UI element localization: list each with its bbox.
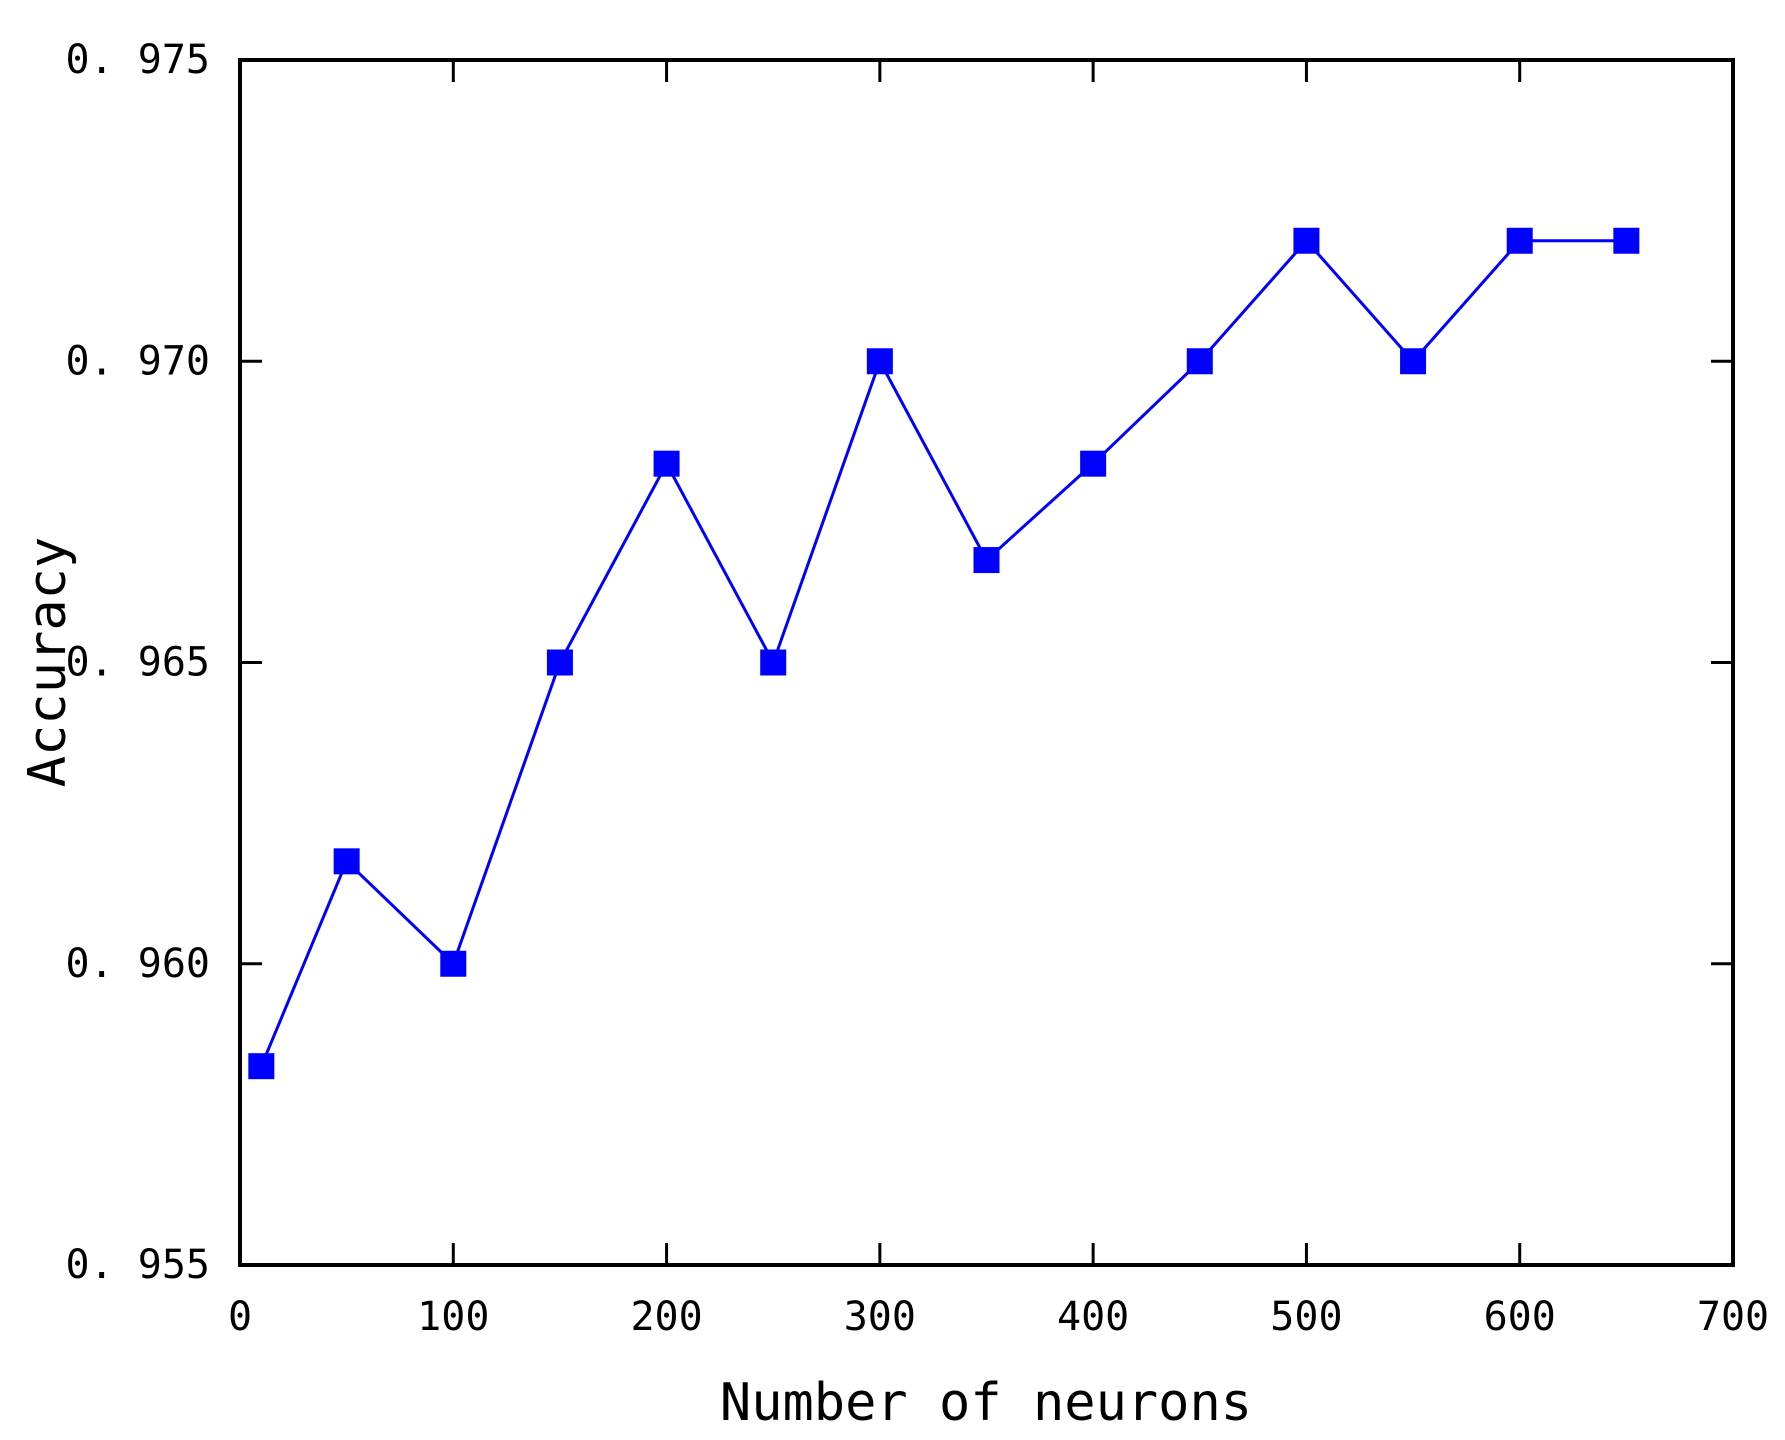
y-axis-label: Accuracy <box>18 537 78 787</box>
data-point-marker <box>1080 450 1107 477</box>
x-tick-label: 300 <box>844 1294 916 1340</box>
x-tick-label: 100 <box>417 1294 489 1340</box>
data-point-marker <box>1506 227 1533 254</box>
data-point-marker <box>248 1053 275 1080</box>
data-point-marker <box>1400 348 1427 375</box>
data-point-marker <box>333 848 360 875</box>
y-tick-label: 0. 975 <box>66 37 211 83</box>
data-point-marker <box>760 649 787 676</box>
y-tick-label: 0. 955 <box>66 1242 211 1288</box>
x-axis-label: Number of neurons <box>720 1373 1252 1433</box>
x-tick-label: 500 <box>1270 1294 1342 1340</box>
data-point-marker <box>1613 227 1640 254</box>
y-tick-label: 0. 960 <box>66 941 211 987</box>
x-axis-ticks: 0 100 200 300 400 500 600 700 <box>228 60 1769 1340</box>
data-point-marker <box>440 950 467 977</box>
series-layer <box>248 227 1640 1080</box>
x-tick-label: 0 <box>228 1294 252 1340</box>
data-point-marker <box>1186 348 1213 375</box>
x-tick-label: 700 <box>1697 1294 1769 1340</box>
x-tick-label: 400 <box>1057 1294 1129 1340</box>
series-line <box>259 238 1627 1067</box>
x-tick-label: 200 <box>630 1294 702 1340</box>
y-axis-ticks: 0. 955 0. 960 0. 965 0. 970 0. 975 <box>66 37 1733 1288</box>
data-point-marker <box>653 450 680 477</box>
y-tick-label: 0. 965 <box>66 640 211 686</box>
data-point-marker <box>866 348 893 375</box>
y-tick-label: 0. 970 <box>66 338 211 384</box>
data-point-marker <box>546 649 573 676</box>
data-point-marker <box>973 547 1000 574</box>
data-point-marker <box>1293 227 1320 254</box>
x-tick-label: 600 <box>1484 1294 1556 1340</box>
